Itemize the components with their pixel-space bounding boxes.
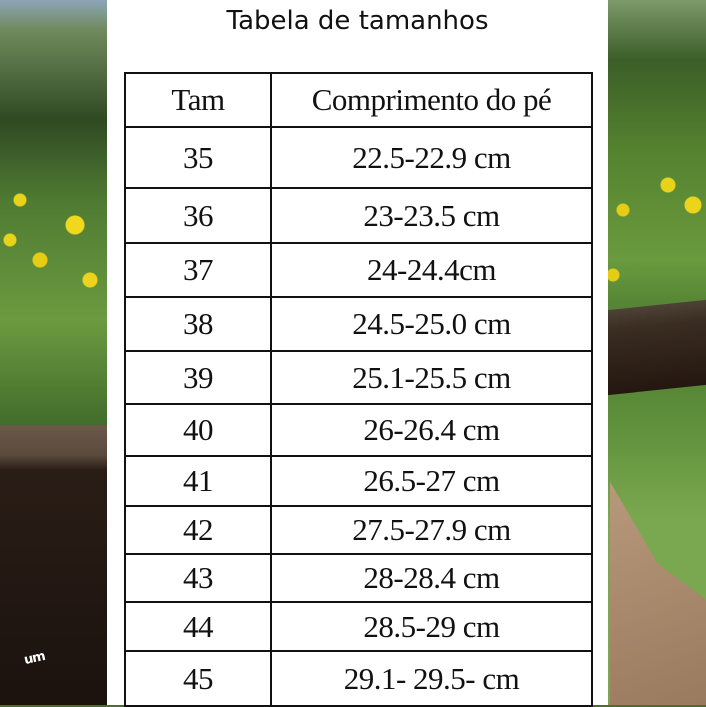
- table-row: 39 25.1-25.5 cm: [124, 350, 593, 405]
- table-row: 38 24.5-25.0 cm: [124, 296, 593, 352]
- header-tam: Tam: [124, 72, 272, 128]
- length-cell: 24-24.4cm: [270, 242, 593, 298]
- table-row: 35 22.5-22.9 cm: [124, 126, 593, 189]
- table-row: 42 27.5-27.9 cm: [124, 505, 593, 555]
- size-cell: 35: [124, 126, 272, 189]
- length-cell: 25.1-25.5 cm: [270, 350, 593, 405]
- size-cell: 40: [124, 403, 272, 457]
- table-row: 43 28-28.4 cm: [124, 553, 593, 603]
- length-cell: 28-28.4 cm: [270, 553, 593, 603]
- table-row: 45 29.1- 29.5- cm: [124, 650, 593, 707]
- size-cell: 41: [124, 455, 272, 507]
- size-cell: 42: [124, 505, 272, 555]
- length-cell: 22.5-22.9 cm: [270, 126, 593, 189]
- length-cell: 23-23.5 cm: [270, 187, 593, 244]
- header-length: Comprimento do pé: [270, 72, 593, 128]
- size-cell: 38: [124, 296, 272, 352]
- table-row: 40 26-26.4 cm: [124, 403, 593, 457]
- size-cell: 36: [124, 187, 272, 244]
- table-row: 37 24-24.4cm: [124, 242, 593, 298]
- table-row: 44 28.5-29 cm: [124, 601, 593, 652]
- length-cell: 27.5-27.9 cm: [270, 505, 593, 555]
- size-cell: 37: [124, 242, 272, 298]
- header-row: Tam Comprimento do pé: [124, 72, 593, 128]
- length-cell: 24.5-25.0 cm: [270, 296, 593, 352]
- railing-right: [608, 299, 706, 396]
- table-row: 41 26.5-27 cm: [124, 455, 593, 507]
- size-cell: 45: [124, 650, 272, 707]
- size-cell: 44: [124, 601, 272, 652]
- size-table: Tam Comprimento do pé 35 22.5-22.9 cm 36 23…: [124, 72, 593, 707]
- length-cell: 29.1- 29.5- cm: [270, 650, 593, 707]
- length-cell: 28.5-29 cm: [270, 601, 593, 652]
- railing-left: [0, 425, 108, 705]
- size-chart-panel: Tabela de tamanhos Tam Comprimento do pé…: [107, 0, 608, 707]
- size-cell: 39: [124, 350, 272, 405]
- chart-title: Tabela de tamanhos: [226, 6, 489, 36]
- length-cell: 26-26.4 cm: [270, 403, 593, 457]
- size-cell: 43: [124, 553, 272, 603]
- length-cell: 26.5-27 cm: [270, 455, 593, 507]
- table-row: 36 23-23.5 cm: [124, 187, 593, 244]
